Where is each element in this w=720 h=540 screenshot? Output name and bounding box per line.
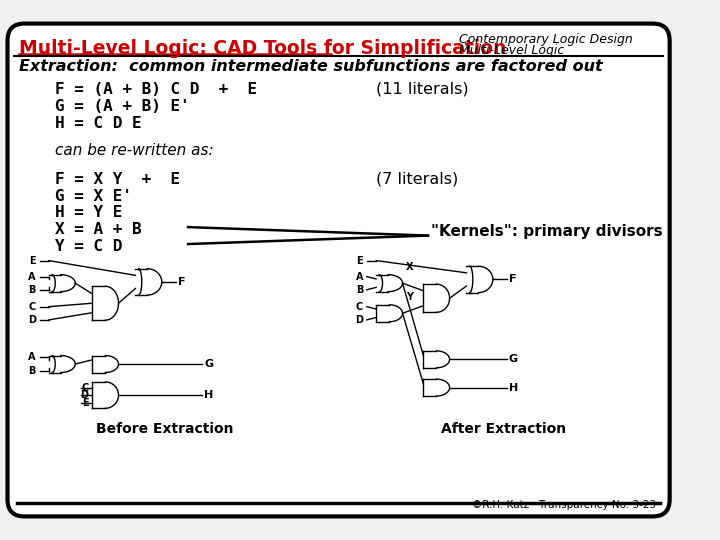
Text: G: G: [509, 354, 518, 364]
Text: G = (A + B) E': G = (A + B) E': [55, 99, 189, 114]
Text: E: E: [82, 397, 89, 408]
Text: A: A: [356, 272, 363, 281]
Text: F = X Y  +  E: F = X Y + E: [55, 172, 180, 187]
Text: D: D: [28, 315, 36, 325]
Text: A: A: [28, 353, 36, 362]
Text: (11 literals): (11 literals): [377, 82, 469, 97]
Text: F: F: [509, 274, 516, 285]
Text: "Kernels": primary divisors: "Kernels": primary divisors: [431, 224, 662, 239]
Text: H = C D E: H = C D E: [55, 116, 141, 131]
Text: H: H: [204, 390, 213, 400]
Text: Before Extraction: Before Extraction: [96, 422, 233, 436]
Text: B: B: [28, 285, 36, 295]
Text: E: E: [29, 255, 36, 266]
Text: Y: Y: [406, 292, 413, 302]
Text: A: A: [28, 272, 36, 281]
Text: C: C: [356, 302, 363, 312]
Text: D: D: [355, 315, 363, 325]
FancyBboxPatch shape: [7, 24, 670, 516]
Text: C: C: [29, 302, 36, 312]
Text: G: G: [204, 359, 213, 369]
Text: After Extraction: After Extraction: [441, 422, 566, 436]
Text: ©R.H. Katz   Transparency No. 3-23: ©R.H. Katz Transparency No. 3-23: [472, 500, 657, 510]
Text: F = (A + B) C D  +  E: F = (A + B) C D + E: [55, 82, 256, 97]
Text: C: C: [81, 382, 89, 393]
Text: (7 literals): (7 literals): [377, 172, 459, 187]
Text: F: F: [178, 277, 185, 287]
Text: can be re-written as:: can be re-written as:: [55, 143, 213, 158]
Text: B: B: [356, 285, 363, 295]
Text: G = X E': G = X E': [55, 188, 132, 204]
Text: Extraction:  common intermediate subfunctions are factored out: Extraction: common intermediate subfunct…: [19, 59, 603, 75]
Text: H: H: [509, 382, 518, 393]
Text: X = A + B: X = A + B: [55, 222, 141, 238]
Text: H = Y E: H = Y E: [55, 206, 122, 220]
Text: X: X: [406, 262, 414, 272]
Text: D: D: [81, 390, 89, 400]
Text: Multi-Level Logic: Multi-Level Logic: [459, 44, 564, 57]
Text: B: B: [28, 366, 36, 376]
Text: Y = C D: Y = C D: [55, 239, 122, 254]
Text: E: E: [356, 255, 363, 266]
Text: Multi-Level Logic: CAD Tools for Simplification: Multi-Level Logic: CAD Tools for Simplif…: [19, 39, 506, 58]
Text: Contemporary Logic Design: Contemporary Logic Design: [459, 33, 633, 46]
